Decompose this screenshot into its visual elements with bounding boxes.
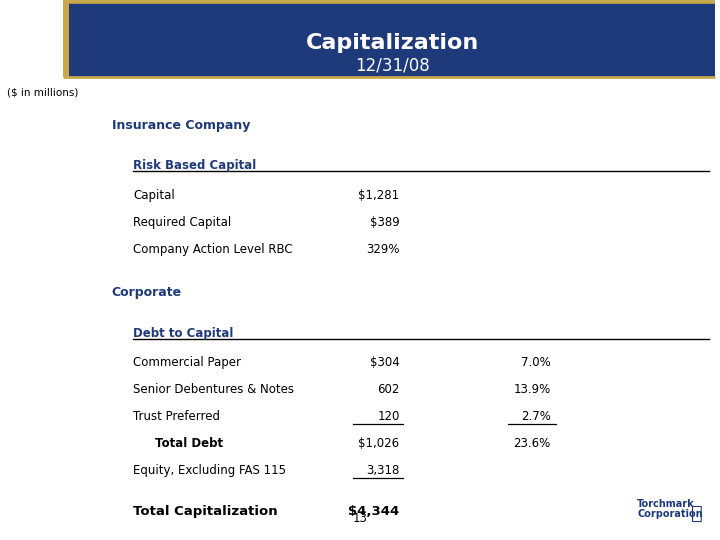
Text: Capitalization: Capitalization [305, 33, 479, 53]
Text: 120: 120 [377, 410, 400, 423]
Text: 13: 13 [353, 512, 367, 525]
Text: Capital: Capital [133, 189, 175, 202]
Text: 602: 602 [377, 383, 400, 396]
Text: Commercial Paper: Commercial Paper [133, 356, 241, 369]
Text: Senior Debentures & Notes: Senior Debentures & Notes [133, 383, 294, 396]
Text: 2.7%: 2.7% [521, 410, 551, 423]
Text: Corporation: Corporation [637, 509, 703, 519]
Text: Trust Preferred: Trust Preferred [133, 410, 220, 423]
Text: 23.6%: 23.6% [513, 437, 551, 450]
Text: 3,318: 3,318 [366, 464, 400, 477]
Text: 12/31/08: 12/31/08 [355, 57, 429, 75]
Text: $304: $304 [370, 356, 400, 369]
Text: Total Debt: Total Debt [155, 437, 223, 450]
Text: Total Capitalization: Total Capitalization [133, 505, 278, 518]
Text: 🔦: 🔦 [691, 503, 703, 523]
Bar [63, 0, 69, 77]
Text: 13.9%: 13.9% [513, 383, 551, 396]
Text: Debt to Capital: Debt to Capital [133, 327, 233, 340]
Text: ($ in millions): ($ in millions) [7, 87, 78, 98]
Text: 329%: 329% [366, 243, 400, 256]
Text: Required Capital: Required Capital [133, 216, 231, 229]
Text: Equity, Excluding FAS 115: Equity, Excluding FAS 115 [133, 464, 287, 477]
Text: Torchmark: Torchmark [637, 498, 695, 509]
Text: Company Action Level RBC: Company Action Level RBC [133, 243, 293, 256]
Text: $1,026: $1,026 [359, 437, 400, 450]
Text: $389: $389 [370, 216, 400, 229]
Text: 7.0%: 7.0% [521, 356, 551, 369]
Text: $4,344: $4,344 [348, 505, 400, 518]
Bar [69, 0, 715, 77]
Text: Insurance Company: Insurance Company [112, 119, 250, 132]
Text: $1,281: $1,281 [359, 189, 400, 202]
Text: Risk Based Capital: Risk Based Capital [133, 159, 256, 172]
Text: Corporate: Corporate [112, 286, 181, 299]
